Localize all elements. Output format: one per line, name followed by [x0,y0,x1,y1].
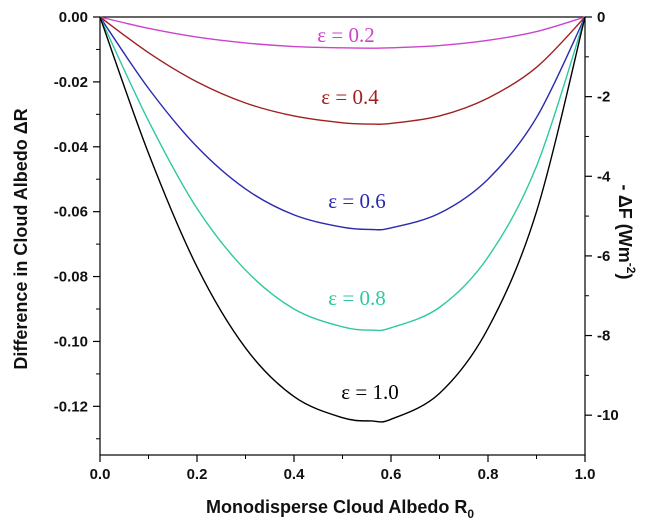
y-tick-label: 0.00 [59,9,88,26]
series-line-5 [99,16,586,423]
y-tick-label: -0.10 [54,333,88,350]
x-tick-label: 0.0 [90,466,111,483]
y2-tick-label: -10 [597,407,619,424]
y2-axis-title: - ΔF (Wm-2) [615,185,638,280]
y2-tick-label: -4 [597,168,611,185]
y-tick-label: -0.08 [54,269,88,286]
curve-label-1: ε = 0.2 [317,23,374,47]
curve-labels: ε = 0.2 ε = 0.4 ε = 0.6 ε = 0.8 ε = 1.0 [317,23,398,404]
y-tick-label: -0.06 [54,204,88,221]
y-tick-label: -0.04 [54,139,89,156]
x-tick-label: 0.4 [284,466,306,483]
x-tick-label: 0.6 [381,466,402,483]
x-axis-title: Monodisperse Cloud Albedo R0 [206,497,474,521]
x-tick-label: 1.0 [575,466,596,483]
series-line-4 [99,16,586,332]
curve-label-2: ε = 0.4 [321,85,379,109]
y2-tick-label: -8 [597,328,610,345]
y2-tick-label: -2 [597,89,610,106]
series-line-1 [99,16,586,49]
y2-tick-label: -6 [597,248,610,265]
y-axis-title: Difference in Cloud Albedo ΔR [11,108,31,369]
curve-label-5: ε = 1.0 [341,380,398,404]
curve-label-4: ε = 0.8 [328,286,385,310]
x-tick-label: 0.8 [478,466,499,483]
y-tick-label: -0.12 [54,398,88,415]
series-line-2 [99,16,586,125]
y-tick-label: -0.02 [54,74,88,91]
curve-label-3: ε = 0.6 [328,189,385,213]
tick-labels: 0.0 0.2 0.4 0.6 0.8 1.0 0.00 -0.02 -0.04 -0.06 -0.… [54,9,619,483]
curves [99,16,586,423]
series-line-3 [99,16,586,231]
x-tick-label: 0.2 [187,466,208,483]
y2-tick-label: 0 [597,9,605,26]
ticks [93,16,592,462]
